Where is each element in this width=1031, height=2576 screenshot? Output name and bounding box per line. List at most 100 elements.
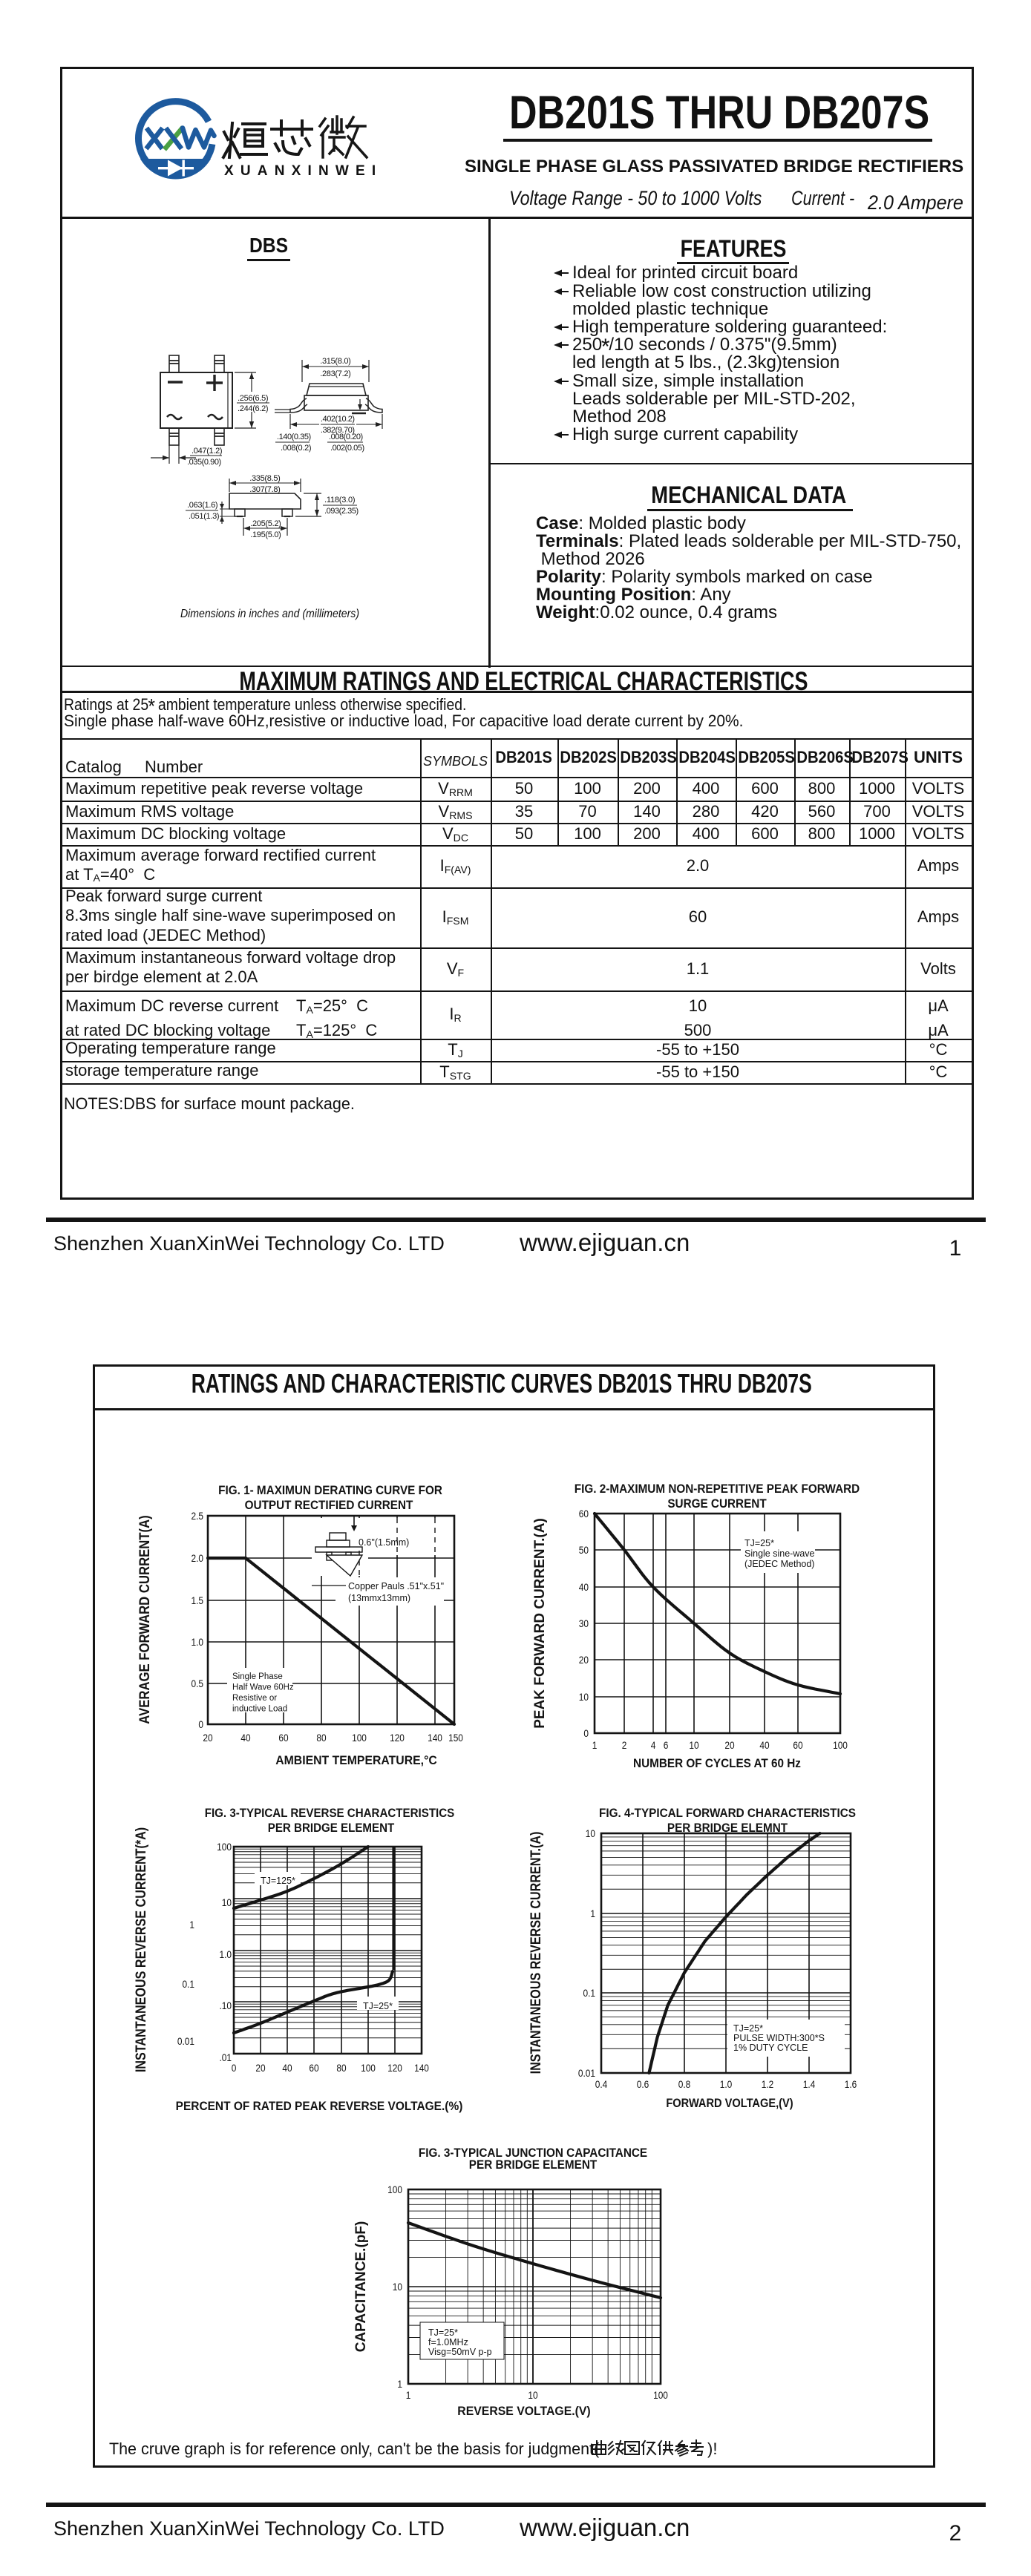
svg-text:.307(7.8): .307(7.8) xyxy=(249,485,281,494)
svg-text:30: 30 xyxy=(579,1617,589,1629)
svg-text:1.5: 1.5 xyxy=(191,1594,203,1606)
svg-text:60: 60 xyxy=(309,2062,318,2074)
svg-text:0.8: 0.8 xyxy=(678,2078,691,2090)
svg-text:TJ=25*: TJ=25* xyxy=(363,2001,393,2011)
svg-text:0.5: 0.5 xyxy=(191,1678,203,1689)
svg-text:2.0: 2.0 xyxy=(191,1552,203,1564)
svg-text:.008(0.2): .008(0.2) xyxy=(281,444,312,453)
svg-text:120: 120 xyxy=(390,1732,405,1744)
svg-text:INSTANTANEOUS REVERSE CURRENT.: INSTANTANEOUS REVERSE CURRENT.(A) xyxy=(528,1832,543,2074)
svg-text:Single Phase: Single Phase xyxy=(232,1672,283,1681)
svg-text:Resistive or: Resistive or xyxy=(232,1694,277,1703)
svg-text:FIG. 3-TYPICAL JUNCTION CAPACI: FIG. 3-TYPICAL JUNCTION CAPACITANCE xyxy=(419,2146,647,2160)
svg-text:140: 140 xyxy=(428,1732,442,1744)
svg-text:(JEDEC Method): (JEDEC Method) xyxy=(744,1559,814,1569)
svg-text:.195(5.0): .195(5.0) xyxy=(250,530,281,539)
svg-text:f=1.0MHz: f=1.0MHz xyxy=(428,2337,468,2347)
svg-text:20: 20 xyxy=(255,2062,265,2074)
svg-text:.051(1.3): .051(1.3) xyxy=(189,512,220,521)
svg-text:20: 20 xyxy=(579,1654,589,1666)
svg-text:Copper Pauls .51"x.51": Copper Pauls .51"x.51" xyxy=(348,1581,444,1591)
svg-text:.01: .01 xyxy=(219,2051,232,2063)
svg-text:140: 140 xyxy=(414,2062,429,2074)
svg-text:.063(1.6): .063(1.6) xyxy=(187,501,218,510)
svg-text:0.4: 0.4 xyxy=(595,2078,608,2090)
svg-text:PEAK FORWARD CURRENT.(A): PEAK FORWARD CURRENT.(A) xyxy=(532,1518,548,1729)
svg-text:.244(6.2): .244(6.2) xyxy=(238,404,269,413)
svg-text:1: 1 xyxy=(592,1739,598,1751)
svg-text:TJ=25*: TJ=25* xyxy=(733,2023,763,2034)
svg-text:0.6: 0.6 xyxy=(637,2078,649,2090)
svg-text:1.6: 1.6 xyxy=(845,2078,857,2090)
svg-text:(13mmx13mm): (13mmx13mm) xyxy=(348,1593,410,1603)
svg-text:20: 20 xyxy=(724,1739,734,1751)
svg-text:INSTANTANEOUS REVERSE CURRENT(: INSTANTANEOUS REVERSE CURRENT(*A) xyxy=(134,1827,148,2072)
svg-text:.140(0.35): .140(0.35) xyxy=(277,433,311,441)
svg-text:60: 60 xyxy=(278,1732,288,1744)
svg-text:Half Wave 60Hz: Half Wave 60Hz xyxy=(232,1683,294,1692)
svg-text:PER BRIDGE ELEMENT: PER BRIDGE ELEMENT xyxy=(268,1821,395,1835)
svg-text:2.5: 2.5 xyxy=(191,1510,203,1522)
svg-text:10: 10 xyxy=(689,1739,698,1751)
svg-text:Single sine-wave: Single sine-wave xyxy=(744,1548,815,1559)
svg-text:50: 50 xyxy=(579,1544,589,1556)
svg-text:40: 40 xyxy=(282,2062,292,2074)
svg-text:PULSE WIDTH:300*S: PULSE WIDTH:300*S xyxy=(733,2033,825,2043)
svg-text:120: 120 xyxy=(387,2062,402,2074)
svg-text:0.01: 0.01 xyxy=(177,2035,194,2047)
svg-text:0: 0 xyxy=(232,2062,237,2074)
svg-text:10: 10 xyxy=(528,2389,537,2401)
svg-text:1% DUTY CYCLE: 1% DUTY CYCLE xyxy=(733,2043,808,2053)
svg-text:4: 4 xyxy=(651,1739,656,1751)
svg-text:60: 60 xyxy=(579,1508,589,1519)
svg-text:0.1: 0.1 xyxy=(182,1978,194,1990)
svg-text:REVERSE VOLTAGE.(V): REVERSE VOLTAGE.(V) xyxy=(457,2405,590,2419)
svg-text:.093(2.35): .093(2.35) xyxy=(324,507,359,516)
svg-text:0.1: 0.1 xyxy=(583,1987,595,1999)
svg-text:40: 40 xyxy=(759,1739,769,1751)
svg-text:AVERAGE FORWARD CURRENT(A): AVERAGE FORWARD CURRENT(A) xyxy=(137,1515,152,1724)
svg-text:1.0: 1.0 xyxy=(720,2078,733,2090)
svg-text:OUTPUT RECTIFIED CURRENT: OUTPUT RECTIFIED CURRENT xyxy=(245,1498,413,1512)
svg-text:PER BRIDGE ELEMENT: PER BRIDGE ELEMENT xyxy=(469,2158,598,2172)
svg-text:6: 6 xyxy=(664,1739,669,1751)
svg-text:60: 60 xyxy=(793,1739,802,1751)
svg-text:.402(10.2): .402(10.2) xyxy=(321,415,355,424)
svg-text:Visg=50mV p-p: Visg=50mV p-p xyxy=(428,2347,492,2357)
svg-text:80: 80 xyxy=(316,1732,326,1744)
svg-text:80: 80 xyxy=(336,2062,346,2074)
svg-text:2: 2 xyxy=(622,1739,627,1751)
svg-text:1: 1 xyxy=(189,1919,194,1931)
svg-text:NUMBER OF CYCLES AT 60 Hz: NUMBER OF CYCLES AT 60 Hz xyxy=(633,1756,801,1770)
svg-text:0: 0 xyxy=(198,1718,203,1730)
svg-text:100: 100 xyxy=(217,1841,232,1853)
svg-text:.008(0.20): .008(0.20) xyxy=(329,433,363,441)
svg-text:.035(0.90): .035(0.90) xyxy=(187,458,221,467)
svg-text:1.2: 1.2 xyxy=(762,2078,774,2090)
svg-text:150: 150 xyxy=(448,1732,463,1744)
svg-text:40: 40 xyxy=(579,1581,589,1593)
svg-text:CAPACITANCE.(pF): CAPACITANCE.(pF) xyxy=(353,2221,369,2353)
svg-text:TJ=125*: TJ=125* xyxy=(261,1876,295,1886)
svg-text:100: 100 xyxy=(352,1732,367,1744)
svg-text:0.6"(1.5mm): 0.6"(1.5mm) xyxy=(359,1537,409,1548)
svg-text:10: 10 xyxy=(393,2281,402,2293)
svg-text:FIG. 1- MAXIMUN DERATING CURVE: FIG. 1- MAXIMUN DERATING CURVE FOR xyxy=(218,1483,442,1497)
svg-text:.256(6.5): .256(6.5) xyxy=(238,394,269,403)
svg-text:1: 1 xyxy=(397,2378,402,2390)
svg-text:PER BRIDGE ELEMNT: PER BRIDGE ELEMNT xyxy=(667,1821,788,1835)
svg-text:PERCENT OF RATED PEAK REVERSE: PERCENT OF RATED PEAK REVERSE VOLTAGE.(%… xyxy=(176,2099,463,2113)
svg-text:1: 1 xyxy=(406,2389,411,2401)
svg-text:40: 40 xyxy=(240,1732,250,1744)
svg-text:.382(9.70): .382(9.70) xyxy=(321,426,355,435)
svg-text:.283(7.2): .283(7.2) xyxy=(320,369,351,378)
svg-text:100: 100 xyxy=(653,2389,668,2401)
svg-text:0.01: 0.01 xyxy=(578,2067,595,2079)
svg-text:.002(0.05): .002(0.05) xyxy=(330,444,364,453)
svg-text:10: 10 xyxy=(579,1691,589,1703)
svg-text:.047(1.2): .047(1.2) xyxy=(192,447,223,456)
svg-text:FIG. 2-MAXIMUM NON-REPETITIVE: FIG. 2-MAXIMUM NON-REPETITIVE PEAK FORWA… xyxy=(575,1482,860,1496)
svg-text:FIG. 4-TYPICAL FORWARD CHARACT: FIG. 4-TYPICAL FORWARD CHARACTERISTICS xyxy=(599,1806,856,1820)
svg-text:1.0: 1.0 xyxy=(219,1948,232,1960)
svg-text:.118(3.0): .118(3.0) xyxy=(324,496,356,505)
